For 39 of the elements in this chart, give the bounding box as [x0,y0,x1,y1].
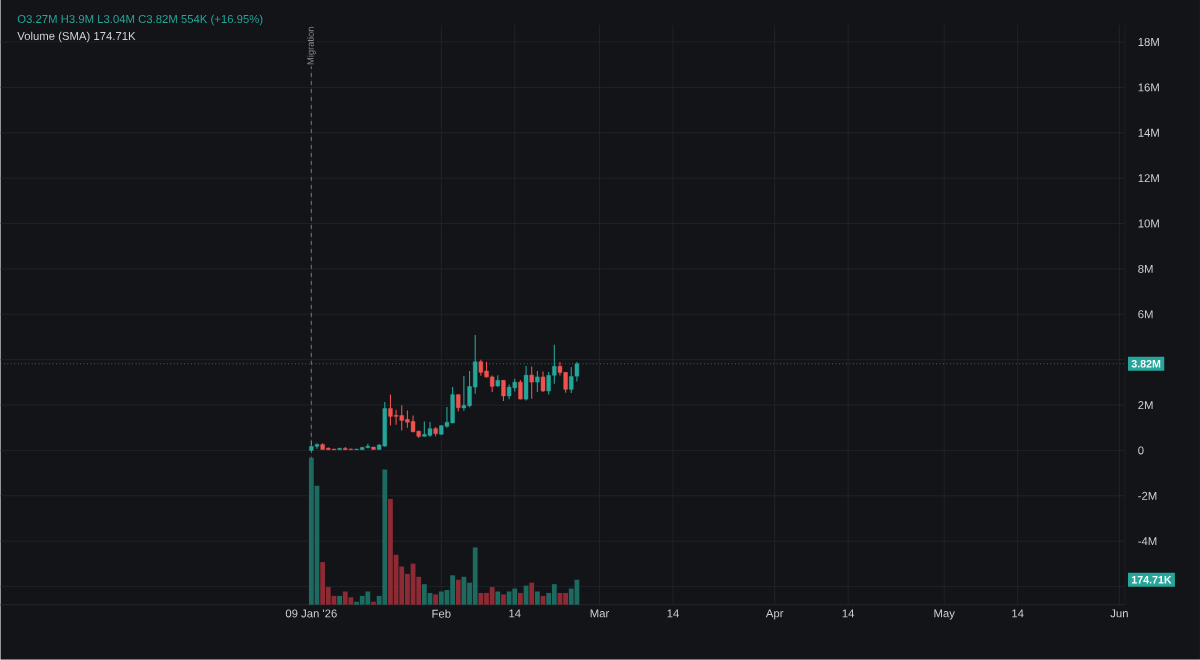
annotation: Volume (SMA) 174.71K [17,31,136,43]
annotation: O3.27M H3.9M L3.04M C3.82M 554K (+16.95%) [17,14,263,26]
y-tick-label: 0 [1138,446,1144,455]
x-tick-label: May [934,609,955,620]
x-tick-label: 14 [1012,609,1024,618]
y-tick-label: 18M [1138,38,1159,47]
bar [534,591,540,605]
x-tick-label: 14 [509,609,521,618]
x-tick-label: Feb [432,609,451,618]
y-tick-label: 10M [1138,219,1159,228]
bar [371,601,376,605]
x-tick-label: Mar [590,609,610,618]
bar [337,596,342,605]
text: 174.71K [1131,576,1172,584]
x-tick-label: 09 Jan '26 [285,609,337,618]
candlestick [501,379,506,402]
bar [433,594,439,605]
candlestick [529,366,534,400]
x-tick-label: Apr [765,609,784,620]
x-tick-label: 14 [667,609,679,618]
y-tick-label: 16M [1138,83,1159,92]
bar [455,579,461,605]
x-tick-label: 14 [842,609,855,618]
candlestick [535,370,540,393]
y-tick-label: 12M [1138,174,1159,183]
y-tick-label: 2M [1138,401,1153,410]
candlestick [518,379,523,401]
bar [501,594,506,605]
x-tick-label: Jun [1110,609,1128,618]
y-tick-label: 8M [1138,265,1153,274]
y-tick-label: -2M [1138,492,1157,500]
y-tick-label: 14M [1138,129,1159,137]
ref-line-label: 3.82M [1131,360,1161,368]
bar [518,593,523,605]
ref-line-label: Migration [306,27,316,65]
y-tick-label: 6M [1138,310,1153,319]
bar [495,591,501,605]
bar [529,582,535,605]
y-tick-label: -4M [1138,537,1157,546]
